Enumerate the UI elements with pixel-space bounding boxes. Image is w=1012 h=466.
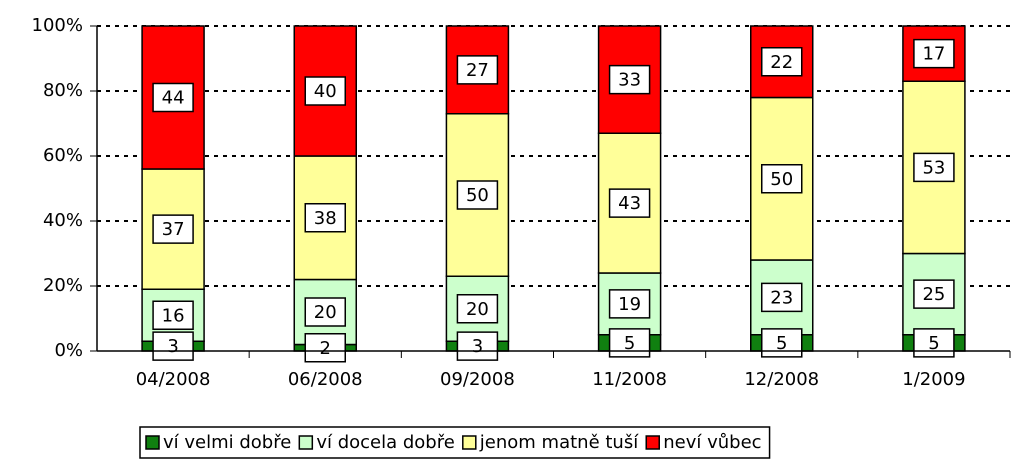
y-tick-label: 20% (43, 275, 83, 296)
value-label-box (913, 328, 955, 358)
value-label: 19 (618, 294, 641, 315)
value-label-group: 17 (913, 38, 955, 69)
value-label-box (608, 328, 651, 358)
value-label-box (456, 294, 499, 324)
value-label-group: 20 (304, 297, 346, 327)
value-label: 20 (466, 299, 489, 320)
value-label-box (456, 180, 499, 210)
legend-swatch (645, 435, 660, 450)
legend-label: neví vůbec (663, 432, 761, 453)
value-label-box (913, 279, 955, 309)
value-label: 2 (320, 338, 331, 359)
y-tick-label: 80% (43, 80, 83, 101)
x-tick-label: 09/2008 (440, 369, 515, 390)
value-label-group: 3 (456, 331, 499, 361)
value-label-box (456, 331, 499, 361)
value-label: 50 (770, 169, 793, 190)
value-label-box (304, 333, 346, 363)
value-label-box (608, 289, 651, 319)
value-label-group: 22 (761, 47, 803, 77)
value-label-group: 5 (608, 328, 651, 358)
value-label-box (304, 203, 346, 233)
value-label-group: 50 (456, 180, 499, 210)
value-label-box (152, 82, 194, 113)
legend-box (139, 426, 771, 459)
value-label: 40 (314, 81, 337, 102)
value-label-group: 16 (152, 300, 194, 330)
value-label: 5 (624, 333, 635, 354)
legend-swatch (462, 435, 477, 450)
value-label: 44 (162, 88, 185, 109)
value-label: 16 (162, 305, 185, 326)
value-label-box (761, 47, 803, 77)
value-label: 20 (314, 302, 337, 323)
value-label-box (761, 164, 803, 194)
value-label: 25 (922, 284, 945, 305)
value-label-box (152, 214, 194, 244)
value-label: 50 (466, 185, 489, 206)
value-label-box (761, 328, 803, 358)
value-label: 5 (928, 333, 939, 354)
value-label-group: 2 (304, 333, 346, 363)
x-tick-label: 1/2009 (902, 369, 965, 390)
value-label-box (913, 152, 955, 183)
value-label-group: 40 (304, 76, 346, 106)
y-tick-label: 100% (32, 15, 83, 36)
value-label-group: 44 (152, 82, 194, 113)
value-label-group: 50 (761, 164, 803, 194)
value-label: 53 (922, 157, 945, 178)
value-label: 22 (770, 52, 793, 73)
value-label: 3 (472, 336, 483, 357)
value-label-box (608, 188, 651, 218)
value-label-group: 20 (456, 294, 499, 324)
value-label-group: 23 (761, 282, 803, 313)
x-tick-label: 12/2008 (744, 369, 819, 390)
value-label-group: 27 (456, 55, 499, 85)
x-tick-label: 04/2008 (136, 369, 211, 390)
value-label-group: 33 (608, 64, 651, 95)
x-tick-label: 11/2008 (592, 369, 667, 390)
y-tick-label: 0% (54, 340, 83, 361)
value-label: 27 (466, 60, 489, 81)
value-label-box (608, 64, 651, 95)
value-label-group: 3 (152, 331, 194, 361)
value-label: 3 (167, 336, 178, 357)
value-label: 43 (618, 193, 641, 214)
value-label: 37 (162, 219, 185, 240)
value-label: 33 (618, 70, 641, 91)
value-label-group: 53 (913, 152, 955, 183)
value-label-box (152, 331, 194, 361)
legend-label: jenom matně tuší (479, 432, 639, 453)
value-label-box (304, 76, 346, 106)
value-label-group: 38 (304, 203, 346, 233)
value-label: 17 (922, 44, 945, 65)
legend-swatch (298, 435, 314, 450)
legend-label: ví velmi dobře (163, 432, 291, 453)
value-label-group: 43 (608, 188, 651, 218)
value-label: 5 (776, 333, 787, 354)
y-tick-label: 60% (43, 145, 83, 166)
value-label-group: 37 (152, 214, 194, 244)
value-label-group: 5 (913, 328, 955, 358)
legend-swatch (145, 435, 160, 450)
value-label-group: 25 (913, 279, 955, 309)
x-tick-label: 06/2008 (288, 369, 363, 390)
value-label-group: 19 (608, 289, 651, 319)
legend-label: ví docela dobře (316, 432, 454, 453)
value-label-box (761, 282, 803, 313)
y-tick-label: 40% (43, 210, 83, 231)
value-label-box (456, 55, 499, 85)
value-label-box (152, 300, 194, 330)
value-label: 38 (314, 208, 337, 229)
legend: ví velmi dobře ví docela dobře jenom matně… (139, 426, 771, 459)
value-label-group: 5 (761, 328, 803, 358)
value-label-box (304, 297, 346, 327)
value-label-box (913, 38, 955, 69)
value-label: 23 (770, 287, 793, 308)
